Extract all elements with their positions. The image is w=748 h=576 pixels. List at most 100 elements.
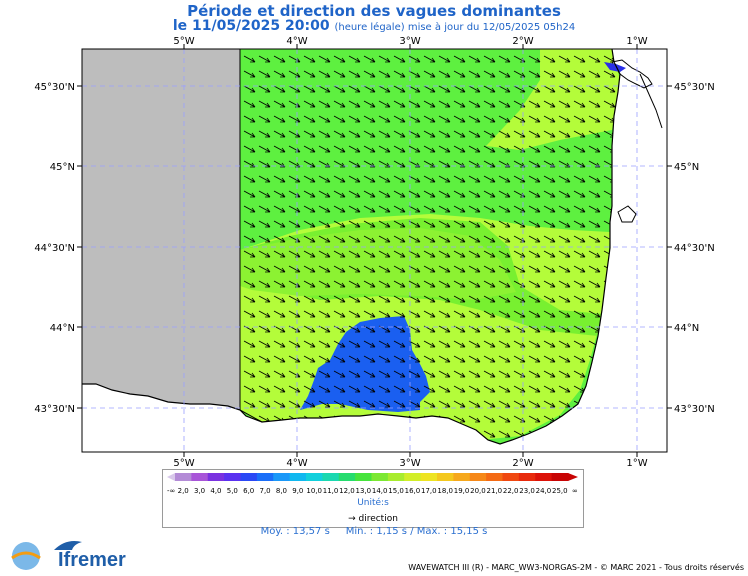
direction-arrow [543,235,556,243]
direction-arrow [273,175,286,183]
direction-arrow [603,100,616,108]
direction-arrow [588,205,601,213]
direction-arrow [318,355,331,363]
direction-arrow [303,190,316,198]
direction-arrow [498,100,511,108]
direction-arrow [558,145,571,153]
direction-arrow [393,205,406,213]
direction-arrow [303,115,316,123]
direction-arrow [348,190,361,198]
direction-arrow [573,100,586,108]
direction-arrow [348,280,361,288]
direction-arrow [363,340,376,348]
direction-arrow [363,205,376,213]
direction-arrow [258,160,271,168]
direction-arrow [273,280,286,288]
direction-arrow [468,115,481,123]
direction-arrow [333,310,346,318]
direction-arrow [273,115,286,123]
direction-arrow [438,340,451,348]
color-legend: 2,0 3,0 4,0 5,0 6,0 7,0 8,0 9,0 10,0 11,0 12,0 13,0… [162,469,584,528]
legend-tick-label: 6,0 [243,487,254,495]
direction-arrow [408,340,421,348]
direction-arrow [393,310,406,318]
direction-arrow [468,370,481,378]
direction-arrow [243,265,256,273]
direction-arrow [333,280,346,288]
color-scale: 2,0 3,0 4,0 5,0 6,0 7,0 8,0 9,0 10,0 11,0 12,0 13,0… [167,473,578,495]
direction-arrow [273,400,286,408]
direction-arrow [528,400,541,408]
direction-arrow [273,130,286,138]
direction-arrow [438,55,451,63]
direction-arrow [468,70,481,78]
direction-arrow [558,130,571,138]
legend-tick-label: 17,0 [421,487,437,495]
direction-arrow [393,265,406,273]
direction-arrow [348,385,361,393]
direction-arrow [453,145,466,153]
direction-arrow [303,340,316,348]
direction-arrow [453,85,466,93]
direction-arrow [423,400,436,408]
update-note: (heure légale) mise à jour du 12/05/2025… [334,22,576,33]
direction-arrow [438,325,451,333]
direction-arrow [438,235,451,243]
direction-arrow [243,385,256,393]
lon-label-bottom: 1°W [626,458,647,469]
direction-arrow [273,385,286,393]
direction-arrow [258,190,271,198]
direction-arrow [498,145,511,153]
direction-arrow [393,115,406,123]
direction-arrow [318,175,331,183]
direction-arrow [483,205,496,213]
direction-arrow [408,265,421,273]
direction-arrow [423,100,436,108]
direction-arrow [258,340,271,348]
direction-arrow [393,280,406,288]
direction-arrow [498,235,511,243]
legend-swatch [175,473,192,481]
lon-label-bottom: 2°W [512,458,533,469]
direction-arrow [528,370,541,378]
direction-arrow [348,55,361,63]
direction-arrow [453,250,466,258]
lat-label-left: 43°30'N [34,404,75,415]
direction-arrow [453,295,466,303]
direction-arrow [573,220,586,228]
legend-tick-label: 4,0 [210,487,221,495]
direction-arrow [438,280,451,288]
direction-arrow [528,145,541,153]
map-date-line: le 11/05/2025 20:00 (heure légale) mise … [0,18,748,34]
direction-arrow [348,400,361,408]
direction-arrow [303,355,316,363]
direction-arrow [438,265,451,273]
direction-arrow [483,310,496,318]
direction-arrow [483,340,496,348]
stat-min: Min. : 1,15 s [345,526,408,537]
direction-arrow [333,355,346,363]
direction-arrow [558,370,571,378]
direction-arrow [348,250,361,258]
direction-arrow [528,340,541,348]
direction-arrow [303,295,316,303]
direction-arrow [483,100,496,108]
direction-arrow [258,100,271,108]
direction-arrow [243,220,256,228]
direction-arrow [558,385,571,393]
direction-arrow [273,355,286,363]
legend-low-arrow [167,473,175,481]
direction-arrow [273,100,286,108]
direction-arrow [288,265,301,273]
direction-arrow [288,400,301,408]
direction-arrow [288,355,301,363]
direction-arrow [393,130,406,138]
direction-arrow [243,235,256,243]
direction-arrow [423,205,436,213]
direction-arrow [438,370,451,378]
direction-arrow [243,130,256,138]
direction-arrow [528,190,541,198]
legend-tick-label: 9,0 [292,487,303,495]
direction-arrow [243,145,256,153]
direction-arrow [468,85,481,93]
